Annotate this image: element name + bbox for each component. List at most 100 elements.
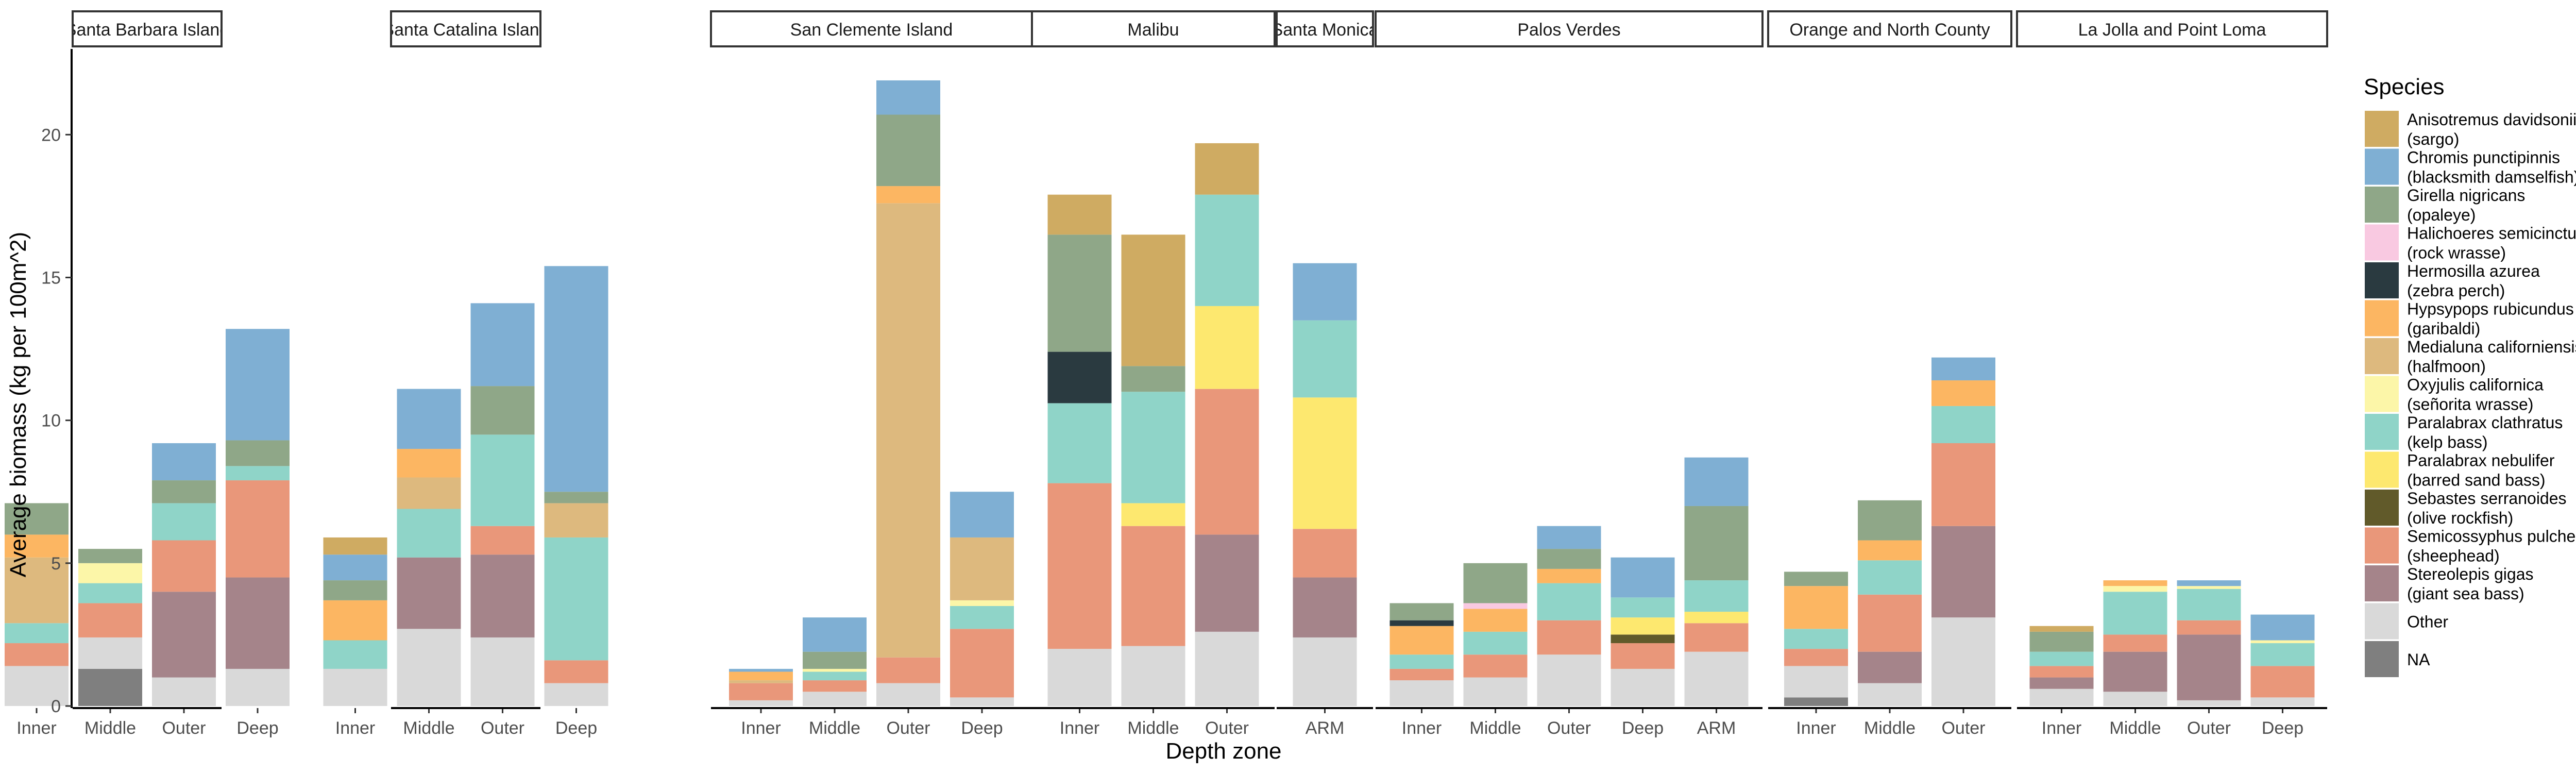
bar-segment	[1858, 651, 1922, 683]
bar-segment	[2029, 631, 2094, 652]
panel-title: Malibu	[1127, 20, 1179, 40]
bar-segment	[1684, 623, 1749, 652]
bar-segment	[1121, 234, 1185, 366]
bar-segment	[2029, 651, 2094, 666]
bar-segment	[226, 480, 290, 578]
bar-segment	[729, 700, 793, 706]
bar-segment	[1121, 503, 1185, 526]
legend-label-common: (blacksmith damselfish)	[2407, 168, 2576, 187]
bar-segment	[2250, 643, 2315, 666]
panel-strip	[72, 10, 223, 47]
y-tick-label: 15	[41, 268, 61, 288]
bar-segment	[1389, 680, 1454, 706]
bar-segment	[78, 583, 142, 603]
bar-segment	[1858, 540, 1922, 561]
legend-swatch	[2365, 111, 2399, 147]
legend-label-common: (sargo)	[2407, 130, 2459, 148]
bar-segment	[803, 668, 867, 672]
legend-item: Anisotremus davidsonii(sargo)	[2365, 110, 2576, 148]
panel-strip	[1767, 10, 2012, 47]
bar-segment	[1611, 668, 1675, 706]
bar-segment	[729, 683, 793, 700]
legend-swatch	[2365, 187, 2399, 223]
bar-segment	[470, 554, 535, 637]
bar-stack	[2103, 580, 2167, 706]
x-tick-label: Outer	[2187, 718, 2231, 738]
bar-segment	[1537, 549, 1601, 569]
panel-strip	[1276, 10, 1374, 47]
bar-segment	[1389, 620, 1454, 626]
bar-segment	[2029, 677, 2094, 689]
legend-label-common: (opaleye)	[2407, 206, 2476, 224]
legend-item: Stereolepis gigas(giant sea bass)	[2365, 565, 2533, 603]
bar-segment	[544, 266, 608, 492]
legend-label: NA	[2407, 650, 2430, 669]
bar-segment	[1293, 529, 1357, 578]
bar-stack	[152, 443, 216, 706]
legend-item: Medialuna californiensis(halfmoon)	[2365, 338, 2576, 376]
panel-title: Orange and North County	[1789, 20, 1990, 40]
panel-strip	[1031, 10, 1276, 47]
bar-stack	[1611, 557, 1675, 706]
bar-segment	[803, 692, 867, 706]
bar-segment	[950, 629, 1014, 698]
panel: Santa Catalina Island Inner Middle Outer Dee…	[323, 10, 608, 738]
bar-stack	[1195, 143, 1259, 706]
legend-item: Sebastes serranoides(olive rockfish)	[2365, 489, 2567, 527]
bar-segment	[2103, 592, 2167, 635]
bar-stack	[803, 617, 867, 706]
bar-segment	[950, 600, 1014, 606]
x-tick-label: Outer	[481, 718, 524, 738]
bar-segment	[2177, 586, 2241, 589]
bar-segment	[1463, 654, 1528, 678]
y-tick-label: 5	[51, 554, 61, 574]
bar-segment	[1684, 580, 1749, 612]
legend-item: Semicossyphus pulcher(sheephead)	[2365, 527, 2576, 565]
bar-stack	[1293, 263, 1357, 706]
legend: Species Anisotremus davidsonii(sargo)Chr…	[2364, 74, 2576, 677]
bar-segment	[323, 600, 387, 641]
bar-segment	[5, 503, 69, 535]
bar-segment	[729, 671, 793, 681]
bar-segment	[1931, 526, 1995, 618]
legend-item: NA	[2365, 641, 2430, 677]
legend-label-common: (señorita wrasse)	[2407, 395, 2533, 414]
legend-item: Halichoeres semicinctus(rock wrasse)	[2365, 224, 2576, 262]
bar-segment	[2029, 666, 2094, 678]
bar-segment	[544, 492, 608, 503]
bar-segment	[152, 480, 216, 503]
bar-segment	[226, 466, 290, 481]
legend-label: Stereolepis gigas	[2407, 565, 2533, 583]
bar-segment	[152, 592, 216, 678]
panel: Santa Barbara Island Inner Middle Outer Deep	[5, 10, 290, 738]
bar-segment	[78, 549, 142, 563]
bar-segment	[1784, 586, 1848, 629]
bar-segment	[1931, 443, 1995, 526]
x-tick-label: Middle	[2109, 718, 2161, 738]
bar-segment	[1611, 617, 1675, 635]
bar-stack	[1684, 457, 1749, 706]
x-tick-label: Middle	[403, 718, 454, 738]
bar-segment	[1047, 403, 1112, 483]
bar-segment	[226, 440, 290, 466]
legend-item: Other	[2365, 603, 2448, 640]
bar-stack	[544, 266, 608, 706]
x-tick-label: Inner	[1402, 718, 1442, 738]
bar-segment	[323, 640, 387, 669]
bar-segment	[1537, 583, 1601, 620]
x-tick-label: Inner	[16, 718, 57, 738]
bar-segment	[470, 303, 535, 386]
bar-segment	[1684, 651, 1749, 706]
bar-segment	[544, 660, 608, 683]
x-tick-label: Outer	[886, 718, 930, 738]
bar-segment	[1784, 629, 1848, 649]
legend-swatch	[2365, 338, 2399, 374]
bar-segment	[1784, 649, 1848, 666]
bar-segment	[1684, 506, 1749, 581]
bar-segment	[803, 651, 867, 669]
bar-segment	[1293, 263, 1357, 321]
bar-segment	[1463, 631, 1528, 655]
panel-title: La Jolla and Point Loma	[2078, 20, 2266, 40]
bar-segment	[1931, 617, 1995, 706]
bar-segment	[1121, 526, 1185, 646]
